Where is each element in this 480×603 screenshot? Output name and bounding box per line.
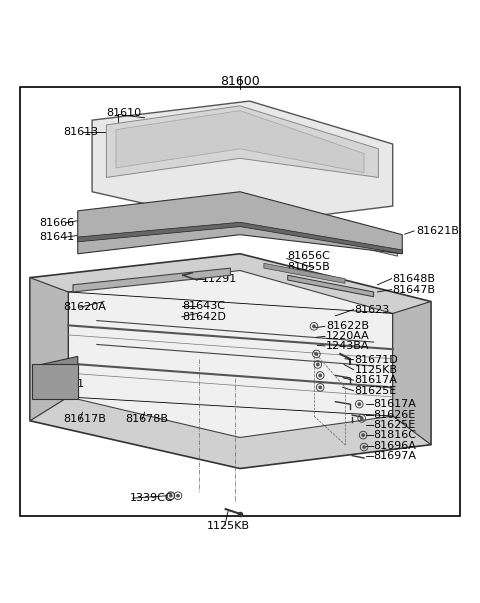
Circle shape — [360, 417, 364, 420]
Text: 81678B: 81678B — [125, 414, 168, 425]
Polygon shape — [288, 275, 373, 297]
Text: 81621B: 81621B — [417, 226, 459, 236]
Text: 81656C: 81656C — [288, 251, 331, 261]
Text: 81626E: 81626E — [373, 409, 416, 420]
Polygon shape — [264, 264, 345, 283]
Text: 81697A: 81697A — [373, 450, 417, 461]
Text: 81655B: 81655B — [288, 262, 330, 272]
Text: 81696A: 81696A — [373, 441, 417, 450]
Circle shape — [362, 445, 366, 449]
Text: 81666: 81666 — [39, 218, 75, 228]
Polygon shape — [30, 277, 68, 421]
Text: 81617A: 81617A — [373, 399, 417, 409]
Text: 81617A: 81617A — [355, 375, 397, 385]
Text: 1125KB: 1125KB — [206, 521, 250, 531]
Circle shape — [318, 385, 322, 390]
Text: 1339CC: 1339CC — [130, 493, 174, 503]
Text: 81623: 81623 — [355, 305, 390, 315]
Text: 81648B: 81648B — [393, 274, 436, 283]
Text: 81641: 81641 — [39, 232, 75, 242]
FancyBboxPatch shape — [33, 364, 78, 399]
Text: 81613: 81613 — [63, 127, 98, 137]
Polygon shape — [78, 192, 402, 254]
Polygon shape — [73, 268, 230, 292]
Text: 81610: 81610 — [107, 108, 142, 118]
Polygon shape — [68, 271, 393, 438]
Text: 81625E: 81625E — [373, 420, 416, 429]
Text: 81625E: 81625E — [355, 386, 397, 396]
Text: 81631: 81631 — [49, 379, 84, 388]
Circle shape — [318, 374, 322, 377]
Text: 1243BA: 1243BA — [326, 341, 370, 351]
Circle shape — [358, 402, 361, 406]
Polygon shape — [78, 223, 402, 254]
Circle shape — [169, 494, 173, 497]
Circle shape — [176, 494, 180, 497]
Circle shape — [316, 362, 320, 367]
Text: 81620A: 81620A — [63, 302, 106, 312]
Text: 81600: 81600 — [220, 75, 260, 88]
Text: 81816C: 81816C — [373, 430, 417, 440]
Circle shape — [314, 352, 318, 356]
Text: 81647B: 81647B — [393, 285, 436, 295]
Text: 11291: 11291 — [202, 274, 237, 283]
Text: 81671D: 81671D — [355, 355, 398, 365]
Text: 81622B: 81622B — [326, 321, 369, 331]
Circle shape — [361, 433, 365, 437]
Text: 1220AB: 1220AB — [35, 391, 78, 401]
Circle shape — [312, 324, 316, 328]
Polygon shape — [35, 356, 78, 399]
Polygon shape — [92, 101, 393, 225]
Polygon shape — [30, 254, 431, 469]
Text: 81617B: 81617B — [63, 414, 106, 425]
Text: 81643C: 81643C — [183, 302, 226, 311]
Polygon shape — [393, 302, 431, 444]
Text: 1220AA: 1220AA — [326, 331, 370, 341]
Text: 81642D: 81642D — [183, 312, 227, 322]
Polygon shape — [83, 206, 397, 256]
Text: 1125KB: 1125KB — [355, 365, 397, 374]
Polygon shape — [116, 110, 364, 172]
Polygon shape — [107, 106, 378, 177]
